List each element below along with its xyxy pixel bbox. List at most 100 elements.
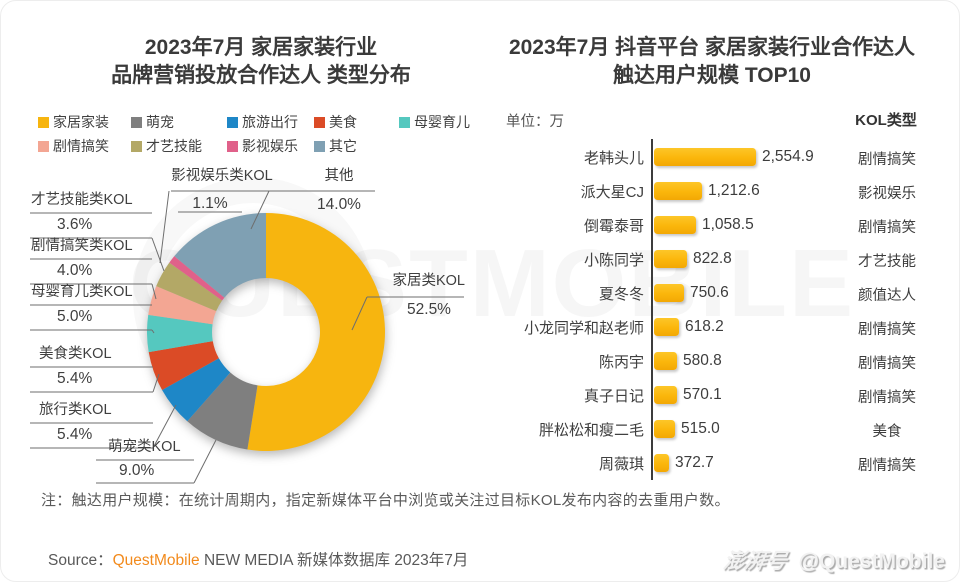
bar-row-name: 陈丙宇 xyxy=(598,354,644,371)
legend-item-1: 萌宠 xyxy=(131,114,174,130)
questmobile-handle: @QuestMobile xyxy=(798,550,946,573)
bar-value: 822.8 xyxy=(693,250,732,267)
callout-percent-4: 4.0% xyxy=(57,262,93,279)
callout-percent-6: 5.4% xyxy=(57,370,93,387)
callout-label-2: 影视娱乐类KOL xyxy=(171,168,273,184)
bar-chart-rows: 老韩头儿 2,554.9 剧情搞笑 派大星CJ 1,212.6 影视娱乐倒霉泰哥 1,058… xyxy=(489,140,959,480)
bar xyxy=(654,250,687,268)
bar-value: 515.0 xyxy=(681,420,720,437)
legend-label-7: 影视娱乐 xyxy=(242,138,298,154)
bar-row-name: 老韩头儿 xyxy=(583,150,644,167)
bar-row-name: 小龙同学和赵老师 xyxy=(523,320,644,337)
bar-chart-title-line2: 触达用户规模 TOP10 xyxy=(613,64,811,87)
callout-percent-0: 52.5% xyxy=(407,301,451,318)
legend-item-6: 才艺技能 xyxy=(131,138,202,154)
bar-kol-type: 颜值达人 xyxy=(858,288,916,304)
callout-label-0: 家居类KOL xyxy=(392,273,465,289)
legend-label-8: 其它 xyxy=(329,138,357,154)
kol-type-column-header: KOL类型 xyxy=(855,112,917,129)
legend-swatch-3 xyxy=(314,116,325,128)
bar-kol-type: 才艺技能 xyxy=(858,254,916,270)
brand-watermark: 澎湃号 @QuestMobile xyxy=(721,545,946,575)
bar-chart-axis-line xyxy=(651,139,653,480)
bar-row-7: 真子日记 570.1 剧情搞笑 xyxy=(489,378,959,412)
bar-chart-title-line1: 2023年7月 抖音平台 家居家装行业合作达人 xyxy=(508,36,916,59)
legend-label-6: 才艺技能 xyxy=(146,138,202,154)
legend-label-1: 萌宠 xyxy=(146,114,174,130)
bar-value: 372.7 xyxy=(675,454,714,471)
callout-leader-6 xyxy=(152,373,160,393)
bar-kol-type: 影视娱乐 xyxy=(858,186,916,202)
legend-swatch-4 xyxy=(399,116,410,128)
bar xyxy=(654,216,696,234)
bar-kol-type: 剧情搞笑 xyxy=(858,356,916,372)
bar-row-name: 胖松松和瘦二毛 xyxy=(538,422,644,439)
bar xyxy=(654,318,679,336)
callout-percent-3: 3.6% xyxy=(57,216,93,233)
bar-kol-type: 剧情搞笑 xyxy=(858,390,916,406)
legend-swatch-5 xyxy=(38,140,49,152)
pengpaihao-logo: 澎湃号 xyxy=(721,550,789,573)
bar-row-1: 派大星CJ 1,212.6 影视娱乐 xyxy=(489,174,959,208)
bar-value: 618.2 xyxy=(685,318,724,335)
legend-item-5: 剧情搞笑 xyxy=(38,138,109,154)
bar-row-2: 倒霉泰哥 1,058.5 剧情搞笑 xyxy=(489,208,959,242)
legend-label-3: 美食 xyxy=(329,114,357,130)
callout-percent-8: 9.0% xyxy=(119,462,155,479)
bar-row-name: 真子日记 xyxy=(583,388,644,405)
donut-chart-title-line2: 品牌营销投放合作达人 类型分布 xyxy=(111,64,411,87)
callout-label-8: 萌宠类KOL xyxy=(108,439,181,455)
source-prefix: Source： xyxy=(48,552,113,569)
bar-row-3: 小陈同学 822.8 才艺技能 xyxy=(489,242,959,276)
bar-kol-type: 美食 xyxy=(872,424,902,440)
bar-row-6: 陈丙宇 580.8 剧情搞笑 xyxy=(489,344,959,378)
bar-value: 580.8 xyxy=(683,352,722,369)
footnote: 注：触达用户规模：在统计周期内，指定新媒体平台中浏览或关注过目标KOL发布内容的… xyxy=(41,492,730,509)
callout-label-5: 母婴育儿类KOL xyxy=(31,284,133,300)
bar xyxy=(654,148,756,166)
callout-label-3: 才艺技能类KOL xyxy=(31,192,133,208)
legend-swatch-1 xyxy=(131,116,142,128)
bar-kol-type: 剧情搞笑 xyxy=(858,220,916,236)
bar-row-name: 周薇琪 xyxy=(598,456,644,473)
bar-value: 2,554.9 xyxy=(762,148,814,165)
bar-value: 750.6 xyxy=(690,284,729,301)
bar-value: 570.1 xyxy=(683,386,722,403)
callout-percent-2: 1.1% xyxy=(192,195,228,212)
bar xyxy=(654,420,675,438)
callout-label-7: 旅行类KOL xyxy=(39,402,112,418)
bar-row-9: 周薇琪 372.7 剧情搞笑 xyxy=(489,446,959,480)
legend-item-8: 其它 xyxy=(314,138,357,154)
legend-item-7: 影视娱乐 xyxy=(227,138,298,154)
bar-value: 1,058.5 xyxy=(702,216,754,233)
bar-chart-title: 2023年7月 抖音平台 家居家装行业合作达人 触达用户规模 TOP10 xyxy=(483,34,941,90)
bar-row-0: 老韩头儿 2,554.9 剧情搞笑 xyxy=(489,140,959,174)
bar xyxy=(654,182,702,200)
callout-label-4: 剧情搞笑类KOL xyxy=(31,238,133,254)
bar-row-name: 小陈同学 xyxy=(583,252,644,269)
source-brand: QuestMobile xyxy=(112,552,200,569)
source-line: Source：QuestMobile NEW MEDIA 新媒体数据库 2023… xyxy=(48,548,468,570)
bar-row-4: 夏冬冬 750.6 颜值达人 xyxy=(489,276,959,310)
bar-row-name: 倒霉泰哥 xyxy=(583,218,644,235)
bar-row-5: 小龙同学和赵老师 618.2 剧情搞笑 xyxy=(489,310,959,344)
legend-swatch-8 xyxy=(314,140,325,152)
legend-label-5: 剧情搞笑 xyxy=(53,138,109,154)
bar-kol-type: 剧情搞笑 xyxy=(858,458,916,474)
legend-item-2: 旅游出行 xyxy=(227,114,298,130)
unit-label: 单位：万 xyxy=(506,114,564,130)
bar-row-8: 胖松松和瘦二毛 515.0 美食 xyxy=(489,412,959,446)
callout-label-6: 美食类KOL xyxy=(39,346,112,362)
legend-swatch-7 xyxy=(227,140,238,152)
legend-item-4: 母婴育儿 xyxy=(399,114,470,130)
legend-swatch-6 xyxy=(131,140,142,152)
legend-label-0: 家居家装 xyxy=(53,114,109,130)
legend-swatch-0 xyxy=(38,116,49,128)
legend-item-3: 美食 xyxy=(314,114,357,130)
legend-swatch-2 xyxy=(227,116,238,128)
legend-item-0: 家居家装 xyxy=(38,114,109,130)
donut-chart-title-line1: 2023年7月 家居家装行业 xyxy=(144,36,378,59)
callout-percent-1: 14.0% xyxy=(317,196,361,213)
source-rest: NEW MEDIA 新媒体数据库 2023年7月 xyxy=(199,552,469,569)
